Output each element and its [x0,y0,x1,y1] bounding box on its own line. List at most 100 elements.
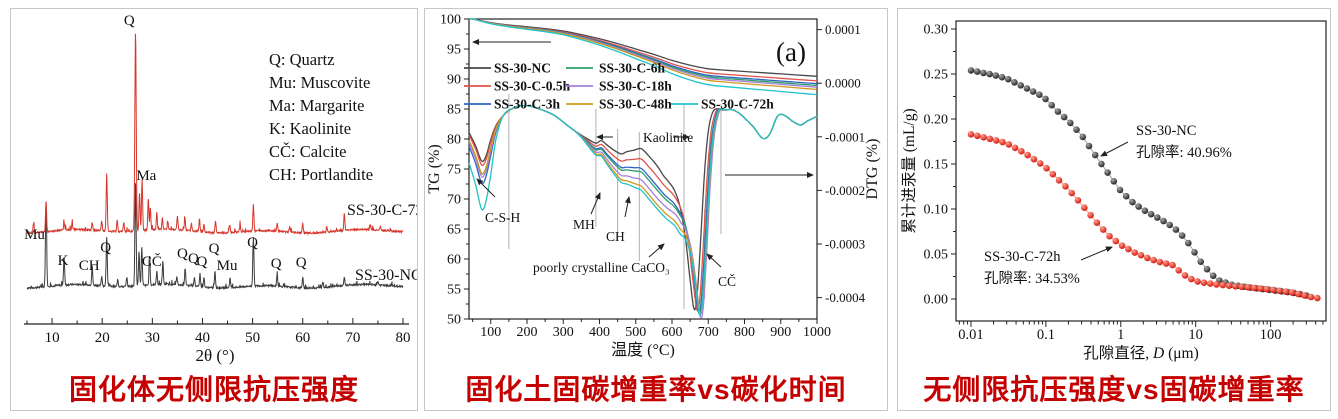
xrd-series-label: SS-30-NC [355,267,417,284]
svg-text:CH: Portlandite: CH: Portlandite [269,165,373,184]
svg-text:0.05: 0.05 [924,248,949,263]
svg-text:0.30: 0.30 [924,23,949,38]
svg-text:CČ: Calcite: CČ: Calcite [269,142,346,161]
svg-text:SS-30-C-0.5h: SS-30-C-0.5h [494,79,571,94]
xrd-x-axis: 10 20 30 40 50 60 70 80 2θ (°) [24,318,411,365]
svg-text:Q: Q [271,256,282,272]
svg-text:0.15: 0.15 [924,158,949,173]
svg-text:-0.0001: -0.0001 [825,129,865,144]
svg-text:Q: Q [197,254,208,270]
svg-text:600: 600 [662,325,683,340]
svg-text:K: K [58,253,69,269]
svg-text:C-S-H: C-S-H [485,210,521,225]
mip-x-axis-title: 孔隙直径, D (μm) [1083,344,1199,362]
svg-text:75: 75 [447,163,461,178]
svg-text:500: 500 [625,325,646,340]
svg-text:50: 50 [245,330,260,346]
svg-text:50: 50 [447,313,461,328]
svg-text:Q: Q [177,246,188,262]
svg-text:0.00: 0.00 [924,293,949,308]
svg-text:SS-30-C-18h: SS-30-C-18h [599,79,672,94]
svg-text:Mu: Muscovite: Mu: Muscovite [269,73,370,92]
svg-text:70: 70 [345,330,360,346]
svg-text:-0.0002: -0.0002 [825,183,865,198]
svg-text:30: 30 [145,330,160,346]
svg-text:300: 300 [553,325,574,340]
svg-text:Mu: Mu [24,227,45,243]
svg-text:40: 40 [195,330,210,346]
svg-text:1: 1 [1117,327,1124,343]
svg-text:CH: CH [606,229,625,244]
svg-text:100: 100 [480,325,501,340]
svg-text:SS-30-C-48h: SS-30-C-48h [599,97,672,112]
svg-text:900: 900 [770,325,791,340]
xrd-series-SS-30-C-72h: SS-30-C-72h [26,33,417,236]
svg-text:Ma: Ma [136,168,156,184]
svg-text:MH: MH [573,217,595,232]
xrd-series-label: SS-30-C-72h [347,202,417,219]
svg-text:80: 80 [396,330,411,346]
svg-text:70: 70 [447,193,461,208]
svg-text:60: 60 [295,330,310,346]
tg-right-axis-title: DTG (%) [864,139,881,200]
svg-text:SS-30-NC: SS-30-NC [494,61,551,76]
svg-text:孔隙率: 34.53%: 孔隙率: 34.53% [984,270,1080,287]
svg-text:400: 400 [589,325,610,340]
svg-text:90: 90 [447,73,461,88]
svg-text:10: 10 [1188,327,1203,343]
svg-text:SS-30-C-72h: SS-30-C-72h [701,97,774,112]
svg-text:0.25: 0.25 [924,68,949,83]
tg-left-axis-title: TG (%) [426,144,443,193]
svg-text:60: 60 [447,253,461,268]
tg-x-axis-title: 温度 (°C) [611,341,675,359]
panel-label-a: (a) [776,37,806,67]
svg-text:SS-30-NC: SS-30-NC [1136,123,1196,139]
tg-axes: 50 55 60 65 70 75 80 85 90 95 100 0.0001 0.0000 -0.00… [426,13,881,360]
xrd-chart: 10 20 30 40 50 60 70 80 2θ (°) SS-30-NC SS-30-C-72… [24,13,417,365]
mip-y-axis-title: 累计进汞量 (mL/g) [900,108,918,233]
svg-text:Ma: Margarite: Ma: Margarite [269,96,364,115]
xrd-panel: 10 20 30 40 50 60 70 80 2θ (°) SS-30-NC SS-30-C-72… [10,8,418,411]
svg-text:200: 200 [517,325,538,340]
tg-annotations: (a) C-S-H MH CH poorly crystalline CaCO₃ CČ Ka… [472,37,814,289]
svg-text:Q: Q [296,255,307,271]
svg-text:Kaolinite: Kaolinite [643,130,693,145]
svg-text:CČ: CČ [718,274,736,289]
svg-text:0.1: 0.1 [1037,327,1055,343]
svg-text:Q: Quartz: Q: Quartz [269,50,335,69]
svg-text:0.20: 0.20 [924,113,949,128]
svg-text:Q: Q [209,241,220,257]
svg-text:SS-30-C-72h: SS-30-C-72h [984,249,1061,265]
svg-text:85: 85 [447,103,461,118]
svg-text:Q: Q [100,240,111,256]
svg-text:95: 95 [447,43,461,58]
xrd-mineral-legend: Q: Quartz Mu: Muscovite Ma: Margarite K: Ka… [269,50,373,184]
xrd-series-SS-30-NC: SS-30-NC [26,183,417,291]
mip-series-SS-30-C-72h [967,131,1321,302]
svg-text:CČ: CČ [142,253,162,270]
mip-panel: 0.00 0.05 0.10 0.15 0.20 0.25 0.30 0.01 0.1 1 10 10… [897,8,1331,411]
svg-text:SS-30-C-3h: SS-30-C-3h [494,97,561,112]
panel-caption-xrd: 固化体无侧限抗压强度 [68,373,359,405]
svg-text:Q: Q [247,235,258,251]
svg-text:10: 10 [45,330,60,346]
svg-text:20: 20 [95,330,110,346]
svg-text:Q: Q [188,251,199,267]
svg-text:100: 100 [440,13,461,28]
svg-text:poorly crystalline CaCO₃: poorly crystalline CaCO₃ [533,260,670,275]
svg-text:Q: Q [124,13,135,29]
svg-text:800: 800 [734,325,755,340]
svg-text:Mu: Mu [217,258,238,274]
svg-text:0.0000: 0.0000 [825,76,861,91]
tg-dtg-chart: 50 55 60 65 70 75 80 85 90 95 100 0.0001 0.0000 -0.00… [426,13,881,360]
svg-text:1000: 1000 [803,325,831,340]
svg-text:80: 80 [447,133,461,148]
xrd-x-axis-title: 2θ (°) [195,346,234,365]
svg-text:55: 55 [447,283,461,298]
svg-text:CH: CH [79,258,100,274]
svg-text:-0.0003: -0.0003 [825,237,865,252]
svg-text:K: Kaolinite: K: Kaolinite [269,119,351,138]
svg-text:0.01: 0.01 [958,327,983,343]
